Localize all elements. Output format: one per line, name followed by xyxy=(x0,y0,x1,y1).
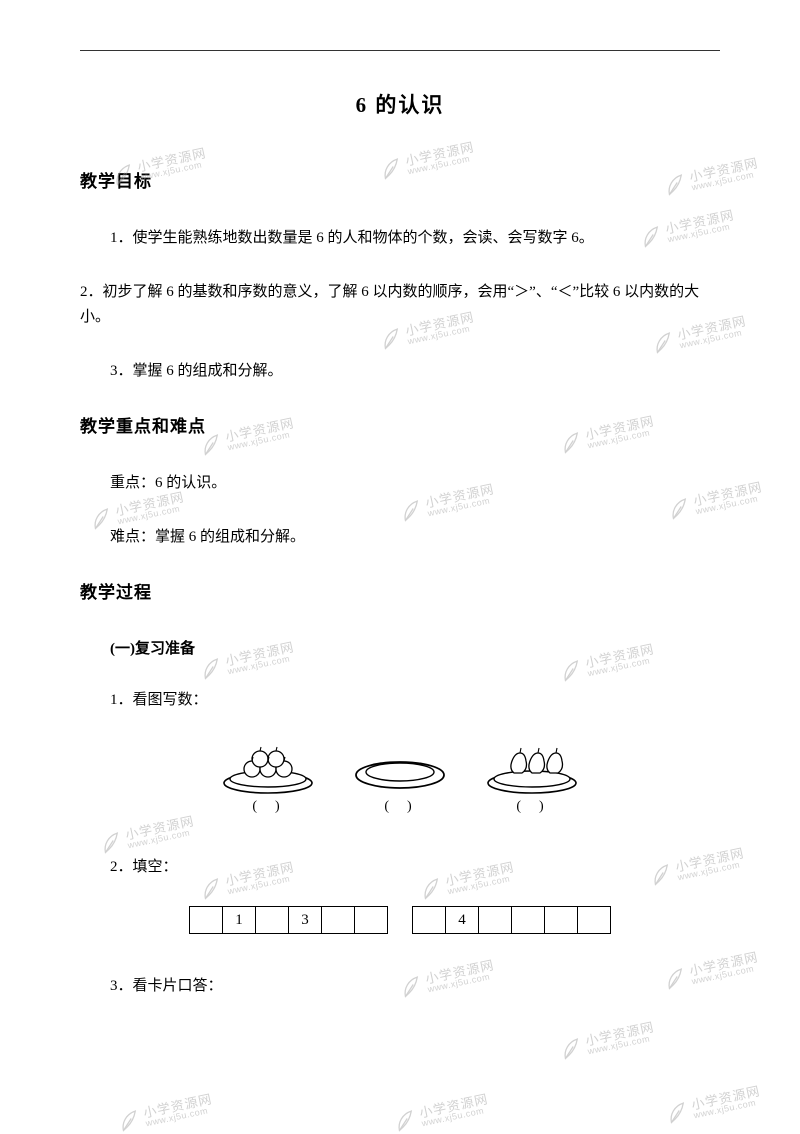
plate-caption: () xyxy=(252,799,297,815)
cell xyxy=(544,906,578,934)
cell xyxy=(354,906,388,934)
goal-item-3: 3．掌握 6 的组成和分解。 xyxy=(80,359,720,385)
cell xyxy=(412,906,446,934)
step-a: (一)复习准备 xyxy=(80,637,720,658)
question-3: 3．看卡片口答： xyxy=(80,974,720,995)
plate-empty: () xyxy=(352,739,448,815)
top-rule xyxy=(80,50,720,51)
cell xyxy=(577,906,611,934)
page-title: 6 的认识 xyxy=(80,89,720,119)
box-seq-b: 4 xyxy=(412,906,611,934)
plate-empty-icon xyxy=(352,739,448,795)
plate-apples: () xyxy=(220,739,316,815)
cell xyxy=(189,906,223,934)
cell xyxy=(511,906,545,934)
fill-boxes: 1 3 4 xyxy=(80,906,720,934)
question-2: 2．填空： xyxy=(80,855,720,876)
heading-goal: 教学目标 xyxy=(80,167,720,192)
question-1: 1．看图写数： xyxy=(80,688,720,709)
plate-caption: () xyxy=(516,799,561,815)
plate-caption: () xyxy=(384,799,429,815)
cell: 3 xyxy=(288,906,322,934)
heading-process: 教学过程 xyxy=(80,578,720,603)
watermark: 小学资源网www.xj5u.com xyxy=(117,1092,215,1133)
document-page: 6 的认识 教学目标 1．使学生能熟练地数出数量是 6 的人和物体的个数，会读、… xyxy=(80,50,720,1025)
goal-item-2: 2．初步了解 6 的基数和序数的意义，了解 6 以内数的顺序，会用“＞”、“＜”… xyxy=(80,280,720,331)
goal-item-1: 1．使学生能熟练地数出数量是 6 的人和物体的个数，会读、会写数字 6。 xyxy=(80,226,720,252)
watermark: 小学资源网www.xj5u.com xyxy=(393,1092,491,1133)
cell xyxy=(478,906,512,934)
plate-apples-icon xyxy=(220,739,316,795)
cell xyxy=(255,906,289,934)
plate-pears: () xyxy=(484,739,580,815)
cell xyxy=(321,906,355,934)
box-seq-a: 1 3 xyxy=(189,906,388,934)
watermark: 小学资源网www.xj5u.com xyxy=(665,1084,763,1125)
focus-item-1: 重点：6 的认识。 xyxy=(80,471,720,497)
focus-item-2: 难点：掌握 6 的组成和分解。 xyxy=(80,525,720,551)
plates-figure: () () () xyxy=(80,739,720,815)
cell: 1 xyxy=(222,906,256,934)
watermark: 小学资源网www.xj5u.com xyxy=(559,1020,657,1061)
cell: 4 xyxy=(445,906,479,934)
plate-pears-icon xyxy=(484,739,580,795)
heading-focus: 教学重点和难点 xyxy=(80,412,720,437)
